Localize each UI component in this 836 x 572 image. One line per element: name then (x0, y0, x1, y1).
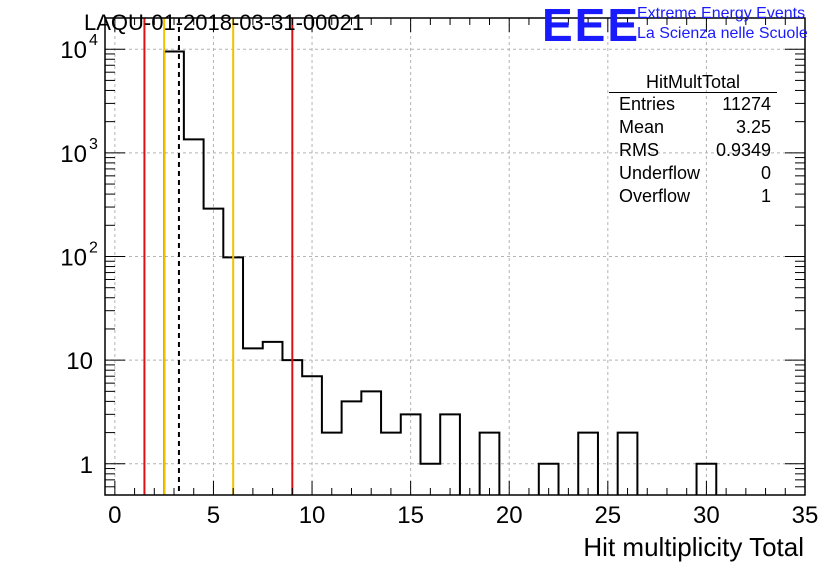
stats-row: Entries 11274 (609, 93, 777, 116)
stats-label: Mean (619, 117, 665, 137)
stats-row: Underflow 0 (609, 162, 777, 185)
chart-title: LAQU-01-2018-03-31-00021 (84, 10, 365, 35)
histogram-bin (263, 342, 283, 495)
axes (104, 17, 806, 496)
histogram-bin (204, 209, 224, 495)
histogram-bin (322, 433, 342, 495)
histogram-bin (243, 348, 263, 495)
stats-label: Underflow (619, 163, 701, 183)
logo-line-1: Extreme Energy Events (637, 5, 806, 22)
x-tick-label: 20 (496, 502, 523, 529)
logo-line-2: La Scienza nelle Scuole (637, 25, 808, 42)
stats-box: HitMultTotal Entries 11274 Mean 3.25 RMS… (609, 72, 777, 208)
histogram-bin (302, 376, 322, 495)
y-tick-exponent: 3 (89, 136, 98, 153)
histogram-bin (578, 433, 598, 495)
stats-label: Overflow (619, 186, 691, 206)
y-tick-exponent: 2 (89, 240, 98, 257)
stats-value: 11274 (722, 94, 771, 114)
histogram-outline (163, 50, 718, 495)
stats-value: 0.9349 (715, 140, 771, 160)
x-tick-label: 25 (594, 502, 621, 529)
histogram-bin (381, 433, 401, 495)
y-tick-label: 1 (80, 452, 93, 479)
y-tick-label: 10 (60, 141, 87, 168)
histogram-bin (480, 433, 500, 495)
stats-value: 0 (760, 163, 771, 183)
stats-row: Mean 3.25 (609, 116, 777, 139)
y-tick-label: 10 (66, 348, 93, 375)
grid-layer (105, 18, 805, 495)
histogram-bin (618, 433, 638, 495)
stats-value: 3.25 (735, 117, 771, 137)
stats-row: Overflow 1 (609, 185, 777, 208)
eee-logo: EEE (542, 0, 641, 51)
histogram-bin (440, 414, 460, 495)
marker-lines (143, 18, 294, 495)
y-tick-label: 10 (60, 37, 87, 64)
histogram-bin (184, 139, 204, 495)
histogram-bin (342, 401, 362, 495)
y-tick-label: 10 (60, 245, 87, 272)
stats-value: 1 (760, 186, 771, 206)
histogram-bin (164, 52, 184, 495)
x-axis-label: Hit multiplicity Total (583, 532, 804, 562)
stats-label: Entries (619, 94, 676, 114)
y-tick-exponent: 4 (89, 32, 98, 49)
stats-label: RMS (619, 140, 659, 160)
histogram-bars (163, 50, 718, 495)
x-tick-label: 35 (792, 502, 819, 529)
stats-row: RMS 0.9349 (609, 139, 777, 162)
stats-title: HitMultTotal (609, 72, 777, 93)
histogram-bin (361, 391, 381, 495)
x-tick-label: 15 (397, 502, 424, 529)
x-tick-label: 0 (108, 502, 121, 529)
x-tick-label: 5 (207, 502, 220, 529)
x-tick-label: 10 (299, 502, 326, 529)
logo-caption: Extreme Energy Events La Scienza nelle S… (637, 4, 808, 44)
x-tick-label: 30 (693, 502, 720, 529)
